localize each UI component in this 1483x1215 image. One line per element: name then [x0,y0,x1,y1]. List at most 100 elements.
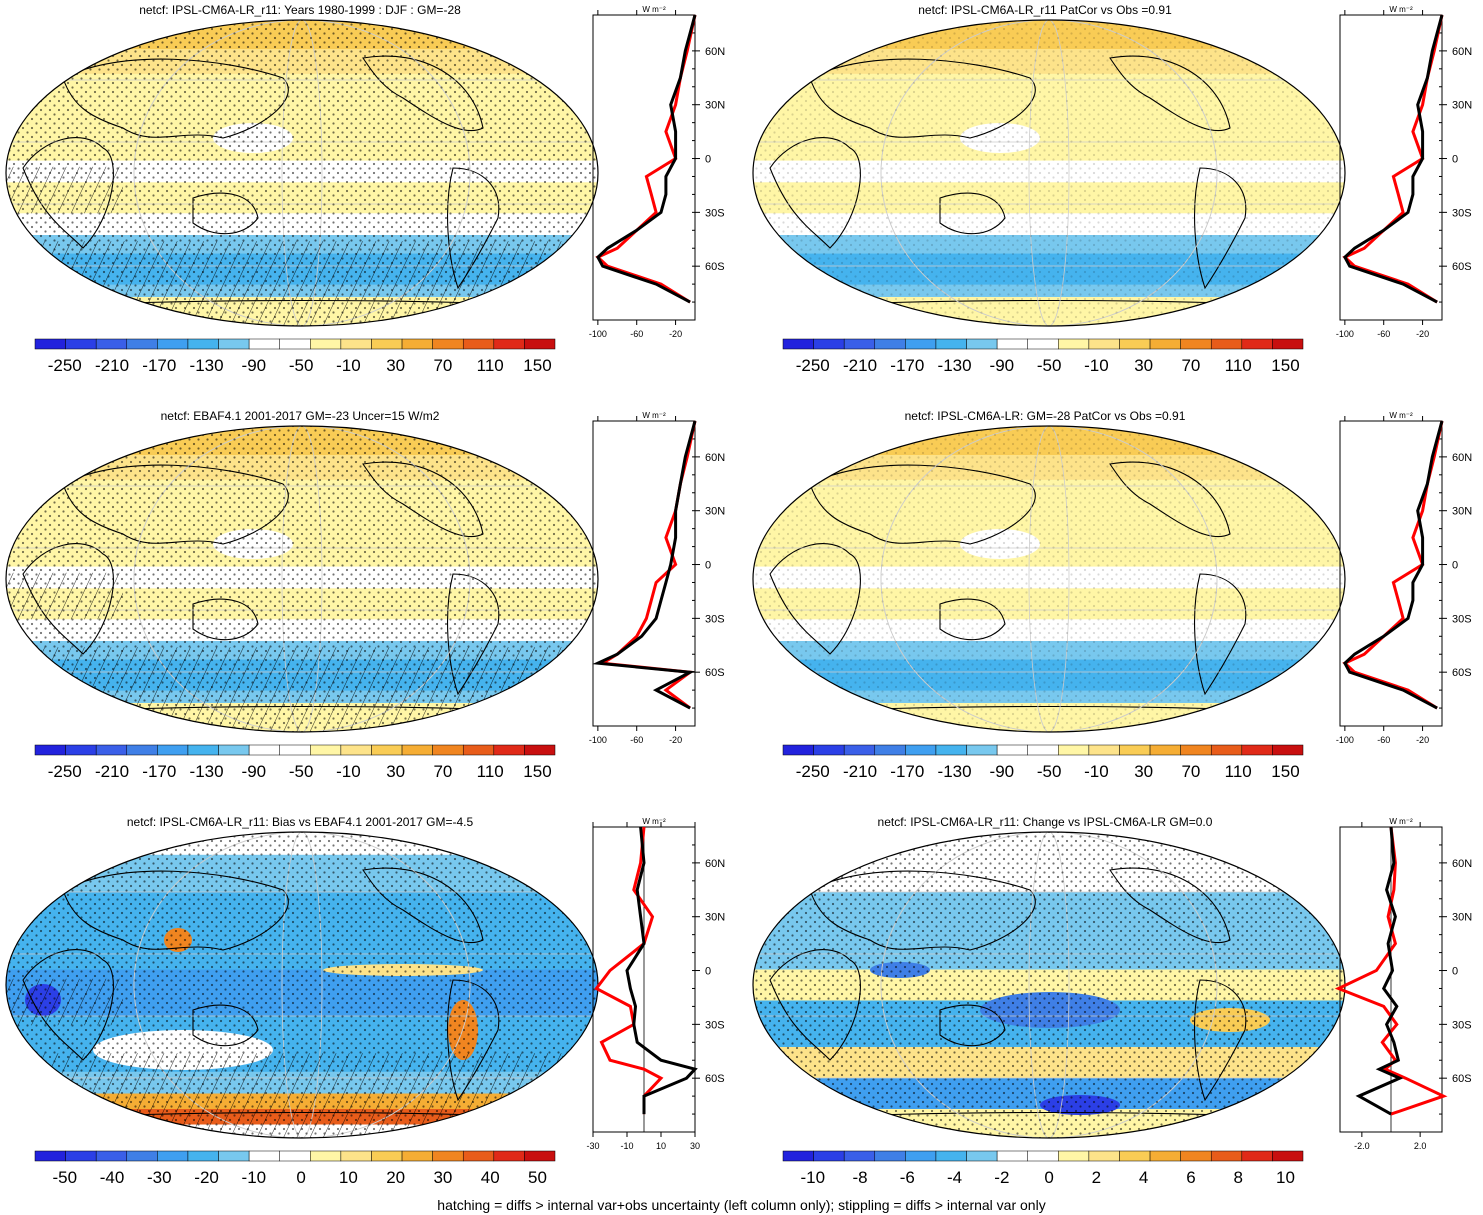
colorbar-swatch [340,338,372,350]
zonal-series-obs [1342,420,1444,710]
lat-tick-label: 60S [1452,1073,1472,1085]
colorbar-swatch [1027,1150,1059,1162]
x-tick-label: 10 [656,1141,666,1151]
x-tick-label: -60 [630,735,643,745]
zonal-unit: W m⁻² [642,411,666,420]
colorbar-label: 70 [1181,356,1200,375]
colorbar-swatch [157,1150,189,1162]
colorbar-swatch [1210,744,1243,756]
colorbar-swatch [905,744,937,756]
panel-3-title: netcf: EBAF4.1 2001-2017 GM=-23 Uncer=15… [160,409,440,423]
colorbar-label: -210 [95,356,129,375]
panel-4-title: netcf: IPSL-CM6A-LR: GM=-28 PatCor vs Ob… [904,409,1186,423]
colorbar-swatch [371,1150,403,1162]
colorbar-label: -130 [938,762,972,781]
hatching [6,647,598,732]
colorbar-swatch [493,338,525,350]
colorbar-label: -10 [336,762,361,781]
zonal-series-model [625,826,698,1115]
colorbar-swatch [996,338,1028,350]
colorbar-label: 150 [1271,762,1299,781]
colorbar-swatch [401,1150,433,1162]
lat-tick-label: 60S [1452,261,1472,273]
lat-tick-label: 30S [1452,207,1472,219]
colorbar-swatch [1241,338,1273,350]
colorbar-swatch [524,744,556,756]
zonal-unit: W m⁻² [642,5,666,14]
colorbar-swatch [966,744,998,756]
map-border [5,19,599,327]
colorbar-swatch [248,338,280,350]
hatching [6,978,123,1026]
zonal-series-obs [595,14,697,304]
colorbar-label: -90 [990,356,1015,375]
colorbar-swatch [813,1150,845,1162]
x-tick-label: -60 [1377,329,1390,339]
colorbar-swatch [187,338,219,350]
zonal-series-obs [594,826,664,1115]
lat-tick-label: 30N [1452,100,1472,112]
colorbar-swatch [462,338,495,350]
colorbar-label: -130 [190,356,224,375]
zonal-series-model [1343,420,1444,710]
panel-1-title: netcf: IPSL-CM6A-LR_r11: Years 1980-1999… [139,3,461,17]
colorbar-swatch [34,744,66,756]
footnote: hatching = diffs > internal var+obs unce… [437,1197,1046,1213]
colorbar-panel-2: -250 -210 -170 -130 -90 -50 -10 30 70 110 150 [782,338,1304,375]
x-tick-label: -100 [1336,735,1354,745]
colorbar-swatch [1180,1150,1212,1162]
colorbar-swatch [371,338,403,350]
lat-tick-label: 30S [705,1019,725,1031]
hatching [6,241,598,326]
colorbar-label: -8 [852,1168,867,1187]
zonal-frame [592,420,696,727]
colorbar-swatch [1027,744,1059,756]
colorbar-swatch [1272,744,1304,756]
lat-tick-label: 30N [1452,506,1472,518]
colorbar-swatch [843,744,876,756]
colorbar-swatch [401,744,433,756]
colorbar-label: -20 [194,1168,219,1187]
colorbar-swatch [1272,338,1304,350]
colorbar-swatch [95,1150,128,1162]
colorbar-swatch [279,338,311,350]
lat-tick-label: 0 [1452,560,1458,572]
lat-tick-label: 60N [705,46,725,58]
colorbar-swatch [34,1150,66,1162]
x-tick-label: -100 [589,735,607,745]
zonal-mean-panel-4: W m⁻² 60N 30N 0 30S 60S -100 -60 -20 [1336,411,1472,745]
colorbar-swatch [843,338,876,350]
colorbar-swatch [401,338,433,350]
colorbar-swatch [1210,338,1243,350]
colorbar-label: 110 [477,762,504,781]
colorbar-swatch [1180,338,1212,350]
hatching [6,1053,598,1138]
colorbar-swatch [462,744,495,756]
colorbar-label: -90 [242,356,267,375]
colorbar-swatch [1149,1150,1181,1162]
colorbar-label: 40 [481,1168,500,1187]
colorbar-label: -10 [336,356,361,375]
colorbar-label: 30 [386,356,405,375]
colorbar-swatch [935,744,967,756]
colorbar-label: 150 [1271,356,1299,375]
colorbar-label: 30 [1134,762,1153,781]
colorbar-label: 20 [386,1168,405,1187]
lat-tick-label: 60N [705,858,725,870]
panel-6-title: netcf: IPSL-CM6A-LR_r11: Change vs IPSL-… [877,815,1213,829]
x-tick-label: 2.0 [1414,1141,1427,1151]
colorbar-label: -170 [890,356,924,375]
colorbar-swatch [1088,1150,1120,1162]
lat-tick-label: 60N [705,452,725,464]
x-tick-label: -20 [669,735,682,745]
lat-tick-label: 0 [1452,966,1458,978]
colorbar-swatch [126,744,158,756]
colorbar-swatch [462,1150,495,1162]
colorbar-swatch [1210,1150,1243,1162]
colorbar-swatch [157,338,189,350]
colorbar-label: 110 [1225,356,1252,375]
colorbar-swatch [310,744,342,756]
colorbar-label: -130 [938,356,972,375]
zonal-mean-panel-1: W m⁻² 60N 30N 0 30S 60S -100 -60 -20 [589,5,725,339]
colorbar-label: -170 [890,762,924,781]
